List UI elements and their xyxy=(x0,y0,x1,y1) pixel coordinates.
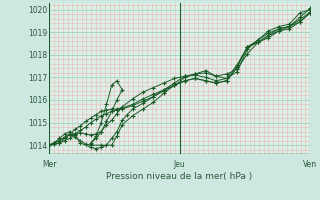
X-axis label: Pression niveau de la mer( hPa ): Pression niveau de la mer( hPa ) xyxy=(107,172,253,181)
